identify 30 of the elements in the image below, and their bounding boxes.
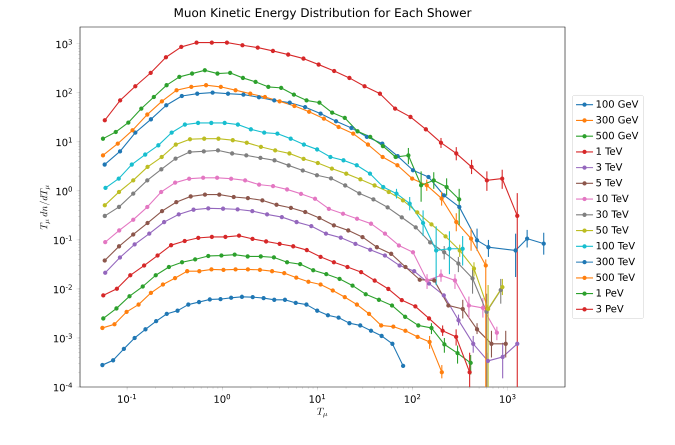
x-tick-label: 10$^{-1}$	[118, 394, 136, 403]
y-axis-title: $T_\mu \, dn/dT_\mu$	[40, 185, 50, 230]
x-tick-label: 10$^{1}$	[310, 394, 326, 403]
legend-label: 10 TeV	[596, 194, 629, 202]
x-tick-label: 10$^{3}$	[500, 394, 516, 403]
legend-label: 3 TeV	[596, 163, 622, 171]
y-tick-label: 10$^{3}$	[56, 39, 72, 48]
legend-label: 1 TeV	[596, 148, 622, 155]
legend-label: 300 GeV	[596, 116, 638, 124]
y-tick-label: 10$^{-2}$	[54, 284, 72, 294]
y-tick-label: 10$^{-4}$	[54, 382, 72, 392]
y-tick-label: 10$^{1}$	[56, 137, 72, 146]
legend-label: 1 PeV	[596, 289, 624, 297]
legend-label: 500 TeV	[596, 273, 636, 281]
y-tick-label: 10$^{0}$	[56, 186, 72, 196]
legend-label: 100 GeV	[596, 100, 638, 108]
legend-label: 3 PeV	[596, 304, 624, 312]
legend-label: 300 TeV	[596, 258, 636, 266]
y-tick-label: 10$^{2}$	[56, 88, 72, 98]
y-tick-label: 10$^{-1}$	[54, 235, 72, 244]
legend-label: 30 TeV	[596, 210, 629, 218]
chart-title: Muon Kinetic Energy Distribution for Each Shower	[174, 8, 472, 20]
x-axis-title: $T_\mu$	[317, 408, 328, 418]
x-tick-label: 10$^{2}$	[404, 394, 420, 403]
legend-label: 50 TeV	[596, 226, 629, 234]
x-tick-label: 10$^{0}$	[214, 394, 230, 403]
legend-label: 500 GeV	[596, 132, 638, 140]
legend-label: 100 TeV	[596, 242, 636, 250]
legend-label: 5 TeV	[596, 178, 622, 186]
y-tick-label: 10$^{-3}$	[54, 333, 72, 342]
